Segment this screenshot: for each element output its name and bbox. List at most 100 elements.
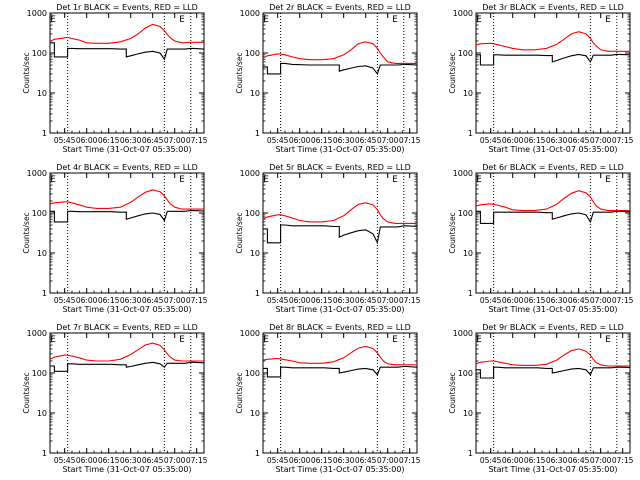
y-tick-label: 1000 [240, 9, 260, 18]
y-tick-label: 1 [255, 129, 260, 138]
lld-series-line [475, 31, 630, 52]
x-tick-label: 06:30 [120, 136, 142, 145]
lld-series-line [262, 202, 417, 224]
x-axis-label: Start Time (31-Oct-07 05:35:00) [488, 145, 617, 154]
x-tick-label: 07:15 [612, 136, 634, 145]
x-tick-label: 05:45 [267, 136, 289, 145]
x-tick-label: 06:45 [355, 136, 377, 145]
e-marker: E [179, 175, 185, 185]
y-tick-label: 1 [42, 449, 47, 458]
x-tick-label: 06:00 [76, 296, 98, 305]
lld-series-line [262, 41, 417, 64]
x-axis-label: Start Time (31-Oct-07 05:35:00) [488, 465, 617, 474]
axes-frame [49, 332, 205, 454]
lld-series-line [49, 342, 204, 362]
e-marker: E [50, 175, 56, 185]
x-tick-label: 06:45 [568, 296, 590, 305]
e-marker: E [476, 15, 482, 25]
events-series-line [263, 224, 418, 245]
x-tick-label: 07:15 [186, 456, 208, 465]
y-tick-label: 1000 [27, 169, 47, 178]
x-tick-label: 06:45 [568, 136, 590, 145]
e-marker: E [392, 335, 398, 345]
panel-title: Det 2r BLACK = Events, RED = LLD [269, 3, 411, 12]
y-tick-label: 10 [463, 249, 473, 258]
x-tick-label: 07:15 [399, 136, 421, 145]
y-axis-label: Counts/sec [448, 212, 457, 253]
x-axis-label: Start Time (31-Oct-07 05:35:00) [275, 465, 404, 474]
x-tick-label: 06:15 [524, 136, 546, 145]
x-tick-label: 06:00 [502, 296, 524, 305]
panel-det-1: Det 1r BLACK = Events, RED = LLD 1 10 100 10… [22, 3, 208, 154]
e-marker: E [50, 335, 56, 345]
x-axis-label: Start Time (31-Oct-07 05:35:00) [488, 305, 617, 314]
y-axis-label: Counts/sec [22, 212, 31, 253]
panel-title: Det 7r BLACK = Events, RED = LLD [56, 323, 198, 332]
panel-det-8: Det 8r BLACK = Events, RED = LLD 1 10 100 10… [235, 323, 421, 474]
x-tick-label: 06:00 [502, 136, 524, 145]
x-tick-label: 05:45 [54, 456, 76, 465]
y-tick-label: 1000 [453, 329, 473, 338]
x-axis-label: Start Time (31-Oct-07 05:35:00) [62, 305, 191, 314]
x-tick-label: 06:45 [142, 296, 164, 305]
lld-series-line [49, 189, 204, 210]
y-tick-label: 1000 [453, 169, 473, 178]
e-marker: E [179, 335, 185, 345]
axes-frame [262, 332, 418, 454]
panel-det-2: Det 2r BLACK = Events, RED = LLD 1 10 100 10… [235, 3, 421, 154]
events-series-line [263, 365, 418, 378]
x-tick-label: 06:30 [333, 136, 355, 145]
y-tick-label: 1 [42, 289, 47, 298]
panel-det-4: Det 4r BLACK = Events, RED = LLD 1 10 100 10… [22, 163, 208, 314]
panel-det-9: Det 9r BLACK = Events, RED = LLD 1 10 100 10… [448, 323, 634, 474]
e-marker: E [605, 175, 611, 185]
x-tick-label: 06:45 [142, 456, 164, 465]
x-tick-label: 05:45 [54, 136, 76, 145]
x-axis-label: Start Time (31-Oct-07 05:35:00) [62, 145, 191, 154]
panel-det-6: Det 6r BLACK = Events, RED = LLD 1 10 100 10… [448, 163, 634, 314]
x-tick-label: 06:30 [120, 296, 142, 305]
events-series-line [476, 53, 631, 66]
x-tick-label: 06:00 [76, 456, 98, 465]
x-tick-label: 06:45 [568, 456, 590, 465]
e-marker: E [476, 175, 482, 185]
x-tick-label: 07:15 [612, 456, 634, 465]
x-tick-label: 07:00 [164, 136, 186, 145]
y-tick-label: 1000 [27, 329, 47, 338]
y-axis-label: Counts/sec [448, 372, 457, 413]
x-tick-label: 06:15 [98, 136, 120, 145]
y-axis-label: Counts/sec [22, 52, 31, 93]
x-tick-label: 07:00 [164, 296, 186, 305]
panel-title: Det 6r BLACK = Events, RED = LLD [482, 163, 624, 172]
x-tick-label: 05:45 [267, 456, 289, 465]
y-tick-label: 100 [458, 49, 473, 58]
y-tick-label: 100 [458, 369, 473, 378]
y-tick-label: 1 [468, 449, 473, 458]
y-tick-label: 1 [255, 449, 260, 458]
y-tick-label: 100 [245, 49, 260, 58]
y-tick-label: 10 [463, 89, 473, 98]
x-tick-label: 06:30 [546, 136, 568, 145]
events-series-line [50, 42, 205, 61]
e-marker: E [263, 15, 269, 25]
e-marker: E [392, 15, 398, 25]
x-axis-label: Start Time (31-Oct-07 05:35:00) [275, 305, 404, 314]
x-tick-label: 07:15 [399, 296, 421, 305]
y-tick-label: 100 [458, 209, 473, 218]
axes-frame [475, 332, 631, 454]
x-tick-label: 06:15 [311, 456, 333, 465]
x-tick-label: 07:15 [612, 296, 634, 305]
y-tick-label: 1 [468, 289, 473, 298]
x-tick-label: 06:00 [502, 456, 524, 465]
x-tick-label: 06:00 [289, 296, 311, 305]
x-tick-label: 07:00 [590, 136, 612, 145]
x-tick-label: 05:45 [54, 296, 76, 305]
y-tick-label: 10 [37, 89, 47, 98]
y-tick-label: 1000 [453, 9, 473, 18]
y-tick-label: 10 [250, 249, 260, 258]
e-marker: E [263, 335, 269, 345]
panel-title: Det 8r BLACK = Events, RED = LLD [269, 323, 411, 332]
x-tick-label: 07:00 [164, 456, 186, 465]
y-axis-label: Counts/sec [448, 52, 457, 93]
